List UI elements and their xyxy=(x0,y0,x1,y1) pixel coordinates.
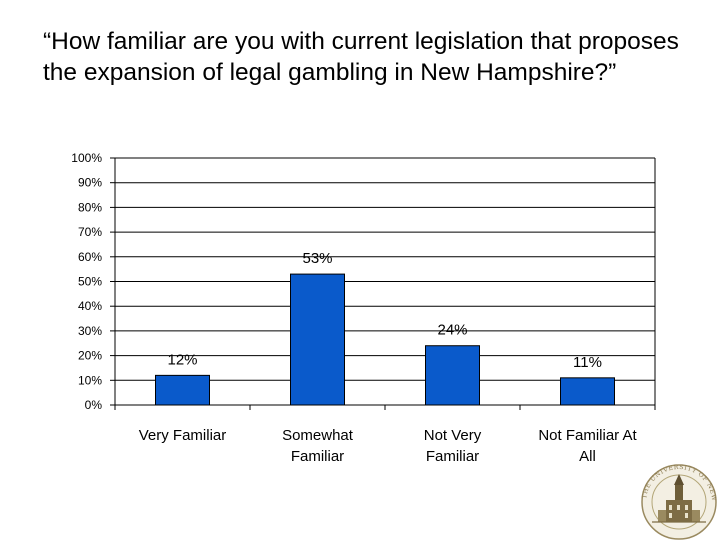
x-category-label-line: Not Familiar At xyxy=(538,427,637,444)
university-seal-icon: THE UNIVERSITY OF NEW HAMPSHIRE xyxy=(636,458,717,540)
y-tick-label: 80% xyxy=(78,200,102,214)
x-category-label-line: Familiar xyxy=(291,448,344,465)
y-tick-label: 70% xyxy=(78,225,102,239)
bar xyxy=(290,273,345,406)
labels: 0% 10% 20% 30% 40% 50% 60% 70% 80% 90% 100% 12% Very… xyxy=(71,151,637,465)
x-category-label-line: Very Familiar xyxy=(139,427,227,444)
x-category-label-line: All xyxy=(579,448,596,465)
data-label: 11% xyxy=(573,354,602,371)
y-tick-label: 60% xyxy=(78,250,102,264)
x-category-label: Somewhat Familiar xyxy=(282,427,354,465)
slide-title: “How familiar are you with current legis… xyxy=(43,26,683,88)
data-label: 53% xyxy=(302,250,332,267)
y-tick-label: 40% xyxy=(78,299,102,313)
y-tick-label: 50% xyxy=(78,275,102,289)
data-label: 24% xyxy=(437,322,467,339)
y-tick-label: 90% xyxy=(78,176,102,190)
slide-title-text: “How familiar are you with current legis… xyxy=(43,28,679,86)
y-tick-label: 30% xyxy=(78,324,102,338)
data-label: 12% xyxy=(167,351,197,368)
y-tick-label: 10% xyxy=(78,373,102,387)
y-tick-label: 100% xyxy=(71,151,102,165)
y-tick-label: 20% xyxy=(78,349,102,363)
x-category-label-line: Not Very xyxy=(424,427,482,444)
bar xyxy=(155,374,210,406)
bars xyxy=(155,273,615,406)
axes xyxy=(110,157,656,410)
x-category-label-line: Familiar xyxy=(426,448,479,465)
y-tick-label: 0% xyxy=(85,398,103,412)
bar xyxy=(560,377,615,406)
x-category-label: Not Very Familiar xyxy=(424,427,482,465)
x-category-label: Very Familiar xyxy=(139,427,227,444)
gridlines xyxy=(115,157,655,381)
x-category-label-line: Somewhat xyxy=(282,427,354,444)
bar xyxy=(425,345,480,406)
x-category-label: Not Familiar At All xyxy=(538,427,637,465)
